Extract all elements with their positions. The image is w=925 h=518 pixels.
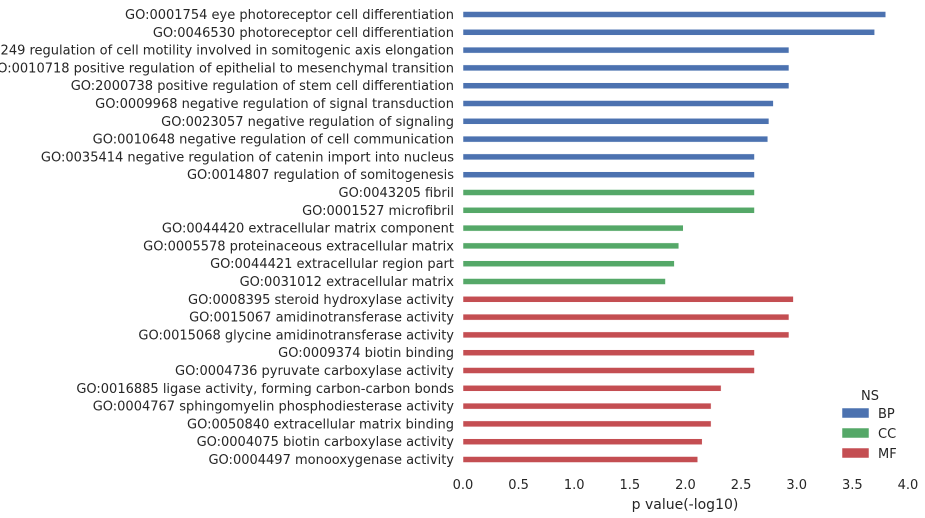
category-label: GO:2000738 positive regulation of stem c… — [71, 79, 454, 94]
bar-bp — [462, 100, 774, 107]
category-label: GO:0001527 microfibril — [302, 204, 454, 219]
bar-bp — [462, 118, 770, 125]
bar-mf — [462, 331, 790, 339]
category-label: GO:0005578 proteinaceous extracellular m… — [143, 239, 454, 254]
category-label: GO:0015067 amidinotransferase activity — [189, 311, 454, 326]
legend-swatch-mf — [841, 447, 870, 459]
x-tick-label: 2.5 — [731, 478, 752, 493]
legend-label: MF — [878, 447, 897, 462]
bar-mf — [462, 456, 698, 463]
category-label: GO:0031012 extracellular matrix — [240, 275, 455, 290]
category-label: GO:0046530 photoreceptor cell differenti… — [153, 26, 454, 41]
bar-bp — [462, 171, 755, 178]
bar-cc — [462, 207, 755, 214]
bar-bp — [462, 29, 875, 36]
category-label: GO:0008395 steroid hydroxylase activity — [188, 293, 454, 308]
category-label: GO:0004767 sphingomyelin phosphodiestera… — [93, 400, 455, 415]
x-tick-label: 0.5 — [508, 478, 529, 493]
category-label: GO:0090249 regulation of cell motility i… — [0, 44, 454, 59]
legend-entries: BP CC MF — [841, 407, 897, 462]
category-label: GO:0044421 extracellular region part — [210, 257, 454, 272]
bar-cc — [462, 242, 680, 250]
category-label: GO:0009968 negative regulation of signal… — [95, 97, 454, 112]
category-label: GO:0050840 extracellular matrix binding — [187, 417, 454, 432]
category-label: GO:0044420 extracellular matrix componen… — [162, 222, 454, 237]
legend-swatch-bp — [841, 407, 870, 419]
category-label: GO:0035414 negative regulation of cateni… — [41, 150, 454, 165]
bar-bp — [462, 64, 790, 72]
bar-bp — [462, 46, 790, 54]
x-axis-ticks: 0.0 0.5 1.0 1.5 2.0 2.5 3.0 3.5 4.0 — [453, 478, 919, 493]
bar-bp — [462, 82, 790, 89]
x-tick-label: 0.0 — [453, 478, 474, 493]
bar-bp — [462, 11, 886, 18]
x-tick-label: 2.0 — [675, 478, 696, 493]
category-label: GO:0043205 fibril — [339, 186, 455, 201]
bar-mf — [462, 438, 703, 445]
bar-cc — [462, 224, 684, 232]
category-label: GO:0004075 biotin carboxylase activity — [197, 435, 455, 450]
bar-mf — [462, 296, 794, 303]
x-tick-label: 1.5 — [620, 478, 641, 493]
bar-bp — [462, 153, 755, 161]
category-label: GO:0004497 monooxygenase activity — [208, 453, 454, 468]
category-label: GO:0015068 glycine amidinotransferase ac… — [138, 328, 454, 343]
category-label: GO:0016885 ligase activity, forming carb… — [76, 382, 454, 397]
bar-cc — [462, 189, 755, 196]
bar-mf — [462, 367, 755, 374]
legend-label: BP — [878, 407, 895, 422]
bar-cc — [462, 278, 666, 285]
bar-bp — [462, 135, 769, 143]
bar-mf — [462, 385, 722, 392]
category-labels: GO:0001754 eye photoreceptor cell differ… — [0, 8, 454, 468]
category-label: GO:0010718 positive regulation of epithe… — [0, 61, 454, 76]
bar-cc — [462, 260, 675, 267]
x-tick-label: 3.0 — [786, 478, 807, 493]
category-label: GO:0009374 biotin binding — [278, 346, 454, 361]
category-label: GO:0010648 negative regulation of cell c… — [93, 133, 454, 148]
x-tick-label: 1.0 — [564, 478, 585, 493]
bars-layer — [462, 11, 886, 463]
x-axis-title: p value(-log10) — [632, 497, 739, 513]
legend-title: NS — [861, 389, 879, 404]
category-label: GO:0023057 negative regulation of signal… — [161, 115, 454, 130]
legend-label: CC — [878, 427, 896, 442]
legend-swatch-cc — [841, 427, 870, 439]
category-label: GO:0004736 pyruvate carboxylase activity — [175, 364, 454, 379]
x-tick-label: 3.5 — [842, 478, 863, 493]
category-label: GO:0001754 eye photoreceptor cell differ… — [125, 8, 454, 23]
legend: NS BP CC MF — [841, 389, 897, 462]
bar-mf — [462, 420, 712, 428]
category-label: GO:0014807 regulation of somitogenesis — [187, 168, 454, 183]
bar-mf — [462, 402, 712, 410]
bar-mf — [462, 313, 790, 321]
bar-mf — [462, 349, 755, 356]
x-tick-label: 4.0 — [898, 478, 919, 493]
